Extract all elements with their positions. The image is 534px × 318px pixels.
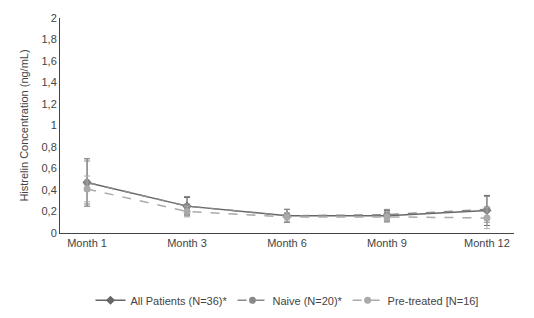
svg-text:Month 12: Month 12 <box>464 237 510 249</box>
svg-text:0: 0 <box>51 227 57 239</box>
svg-text:1,4: 1,4 <box>42 76 57 88</box>
svg-text:1: 1 <box>51 119 57 131</box>
svg-text:0,8: 0,8 <box>42 141 57 153</box>
svg-text:1,2: 1,2 <box>42 98 57 110</box>
svg-text:0,2: 0,2 <box>42 205 57 217</box>
svg-text:1,8: 1,8 <box>42 33 57 45</box>
svg-text:2: 2 <box>51 12 57 24</box>
svg-text:Month 9: Month 9 <box>367 237 407 249</box>
svg-text:Month 6: Month 6 <box>267 237 307 249</box>
svg-text:Pre-treated [N=16]: Pre-treated [N=16] <box>388 295 479 307</box>
svg-text:0,4: 0,4 <box>42 184 57 196</box>
svg-text:1,6: 1,6 <box>42 55 57 67</box>
svg-text:All Patients (N=36)*: All Patients (N=36)* <box>131 295 228 307</box>
svg-text:Month 3: Month 3 <box>167 237 207 249</box>
svg-text:0,6: 0,6 <box>42 162 57 174</box>
svg-text:Naive (N=20)*: Naive (N=20)* <box>273 295 343 307</box>
svg-text:Month 1: Month 1 <box>67 237 107 249</box>
svg-text:Histrelin Concentration (ng/mL: Histrelin Concentration (ng/mL) <box>18 49 30 201</box>
